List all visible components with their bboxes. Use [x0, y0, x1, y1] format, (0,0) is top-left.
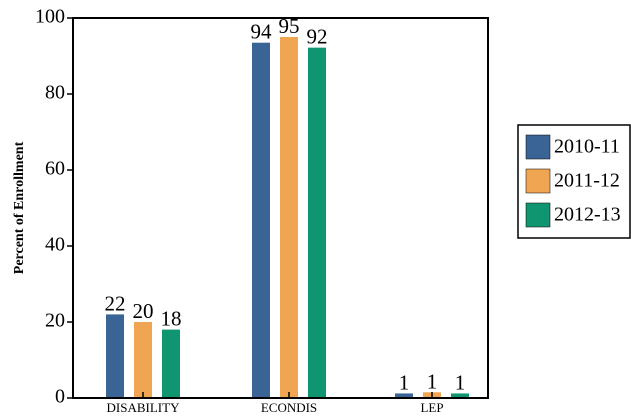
y-tick-label: 40: [45, 234, 65, 256]
bar-2012-13-disability: [162, 329, 180, 398]
legend: 2010-11 2011-12 2012-13: [517, 124, 631, 239]
bar-2010-11-lep: [395, 393, 413, 398]
legend-label: 2010-11: [554, 136, 620, 158]
legend-swatch: [525, 202, 551, 228]
value-label: 95: [279, 14, 300, 38]
bar-2010-11-econdis: [252, 42, 270, 398]
value-label: 1: [455, 370, 466, 394]
y-tick-label: 100: [35, 6, 65, 28]
legend-label: 2012-13: [554, 204, 621, 226]
y-axis-ticks: 0 20 40 60 80 100: [35, 6, 73, 408]
x-axis-ticks: DISABILITY ECONDIS LEP: [107, 392, 444, 415]
y-tick-label: 0: [55, 386, 65, 408]
bar-2011-12-disability: [134, 322, 152, 398]
legend-label: 2011-12: [554, 170, 620, 192]
bar-2011-12-econdis: [280, 37, 298, 398]
value-label: 92: [307, 25, 328, 49]
value-label: 18: [161, 307, 182, 331]
legend-swatch: [525, 168, 551, 194]
value-label: 1: [399, 370, 410, 394]
legend-swatch: [525, 134, 551, 160]
value-label: 22: [105, 291, 126, 315]
bar-2010-11-disability: [106, 314, 124, 398]
y-tick-label: 20: [45, 310, 65, 332]
value-label: 20: [133, 299, 154, 323]
y-tick-label: 60: [45, 158, 65, 180]
bar-2012-13-lep: [451, 393, 469, 398]
value-label: 94: [251, 20, 273, 44]
bar-2012-13-econdis: [308, 47, 326, 398]
y-axis-label: Percent of Enrollment: [12, 141, 27, 274]
x-tick-label: LEP: [420, 400, 443, 415]
value-label: 1: [427, 369, 438, 393]
plot-frame: [72, 17, 489, 399]
x-tick-label: DISABILITY: [107, 400, 181, 415]
x-tick-label: ECONDIS: [261, 400, 317, 415]
y-tick-label: 80: [45, 82, 65, 104]
bars: [106, 37, 469, 398]
